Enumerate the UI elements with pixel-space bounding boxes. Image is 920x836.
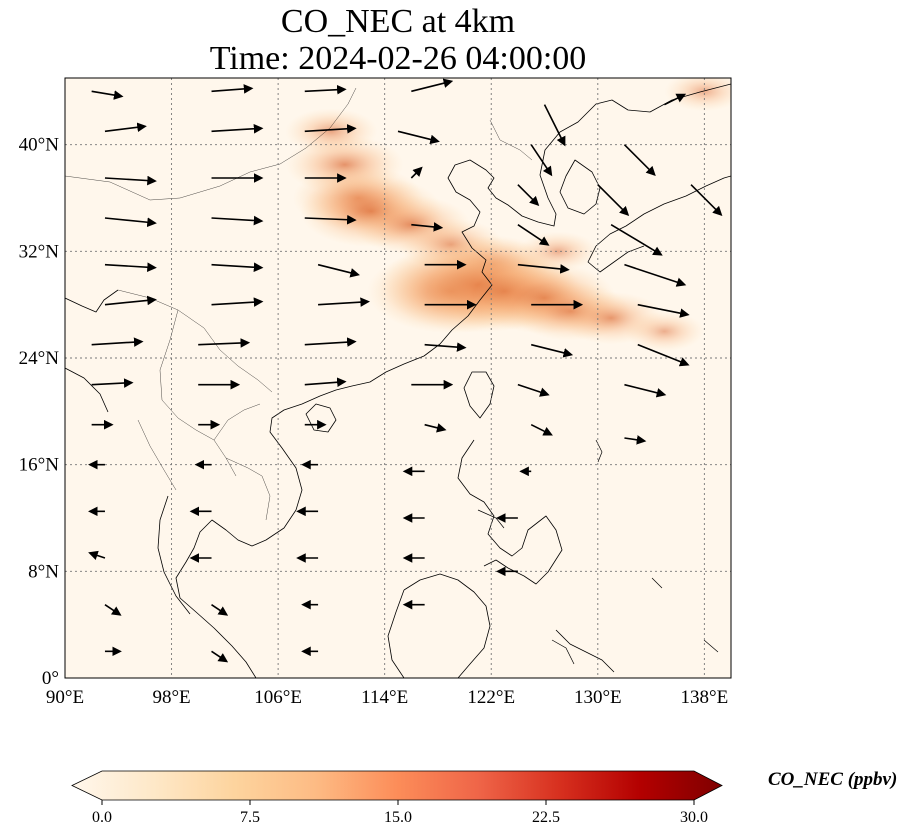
wind-arrow <box>637 303 690 318</box>
wind-arrow <box>211 650 229 663</box>
lat-tick-label: 24°N <box>19 348 60 369</box>
wind-arrow <box>318 297 370 307</box>
wind-arrow <box>531 343 574 358</box>
wind-arrow <box>304 84 347 95</box>
wind-arrow <box>424 423 447 433</box>
map-time-subtitle: Time: 2024-02-26 04:00:00 <box>209 40 587 77</box>
wind-arrow <box>610 223 663 256</box>
wind-arrow <box>211 124 264 134</box>
longitude-labels: 90°E 98°E 106°E 114°E 122°E 130°E 138°E <box>46 687 728 708</box>
lon-tick-label: 114°E <box>361 687 408 708</box>
lat-tick-label: 16°N <box>19 455 60 476</box>
wind-arrow <box>411 78 454 93</box>
gridlines <box>65 78 731 678</box>
plume-cell <box>624 311 705 352</box>
wind-arrow <box>690 184 723 217</box>
colorbar: 0.0 7.5 15.0 22.5 30.0 <box>71 770 723 826</box>
wind-arrow <box>104 262 157 272</box>
lon-tick-label: 130°E <box>574 687 622 708</box>
wind-arrow <box>517 263 570 274</box>
wind-arrow <box>91 90 124 100</box>
lon-tick-label: 138°E <box>681 687 729 708</box>
wind-arrow <box>104 604 122 616</box>
wind-arrow <box>198 338 251 348</box>
co-concentration-plume <box>285 78 731 352</box>
wind-arrow <box>211 215 264 226</box>
wind-arrow <box>637 343 690 367</box>
wind-arrow <box>317 263 360 278</box>
lon-tick-label: 122°E <box>467 687 515 708</box>
wind-arrow <box>91 378 134 388</box>
colorbar-tick-label: 22.5 <box>532 809 560 826</box>
wind-arrow <box>543 104 566 147</box>
wind-arrow <box>624 383 667 398</box>
wind-arrow <box>597 184 630 217</box>
wind-arrow <box>517 184 540 207</box>
latitude-labels: 0° 8°N 16°N 24°N 32°N 40°N <box>19 135 60 689</box>
wind-arrow <box>104 122 147 133</box>
wind-arrow <box>624 435 647 445</box>
lon-tick-label: 106°E <box>254 687 302 708</box>
wind-arrow <box>410 166 423 179</box>
wind-arrow <box>104 217 157 228</box>
plume-cell <box>664 78 731 112</box>
wind-arrow <box>304 377 347 388</box>
plume-cell <box>517 231 598 272</box>
wind-arrow <box>411 222 444 232</box>
wind-arrow <box>424 342 467 352</box>
wind-arrow <box>530 144 553 177</box>
wind-arrow <box>304 214 357 225</box>
lat-tick-label: 8°N <box>28 561 59 582</box>
wind-arrow <box>624 263 687 287</box>
colorbar-tick-label: 30.0 <box>680 809 708 826</box>
map-title: CO_NEC at 4km <box>280 3 516 40</box>
colorbar-bar <box>71 770 723 801</box>
wind-arrow <box>530 423 553 436</box>
map-frame <box>64 77 732 679</box>
wind-arrow <box>397 130 440 145</box>
lat-tick-label: 32°N <box>19 241 60 262</box>
wind-arrow <box>664 93 687 106</box>
wind-arrow <box>88 550 106 560</box>
wind-arrow <box>104 295 157 306</box>
wind-arrow <box>104 175 157 186</box>
lat-tick-label: 0° <box>42 668 59 689</box>
wind-vector-field <box>88 78 723 663</box>
colorbar-tick-label: 7.5 <box>240 809 260 826</box>
wind-arrow <box>517 224 550 246</box>
wind-arrow <box>623 144 656 177</box>
wind-arrow <box>91 337 144 347</box>
wind-arrow <box>211 84 254 94</box>
lat-tick-label: 40°N <box>19 135 60 156</box>
wind-arrow <box>211 297 264 307</box>
wind-arrow <box>304 124 357 134</box>
country-borders <box>65 87 533 521</box>
wind-arrow <box>304 337 357 347</box>
colorbar-tick-label: 15.0 <box>384 809 412 826</box>
plume-cell <box>285 108 378 155</box>
wind-arrow <box>211 262 264 272</box>
wind-arrow <box>211 604 229 616</box>
lon-tick-label: 98°E <box>152 687 190 708</box>
colorbar-title: CO_NEC (ppbv) <box>768 769 898 790</box>
colorbar-tick-label: 0.0 <box>92 809 112 826</box>
lon-tick-label: 90°E <box>46 687 84 708</box>
wind-arrow <box>517 383 550 397</box>
